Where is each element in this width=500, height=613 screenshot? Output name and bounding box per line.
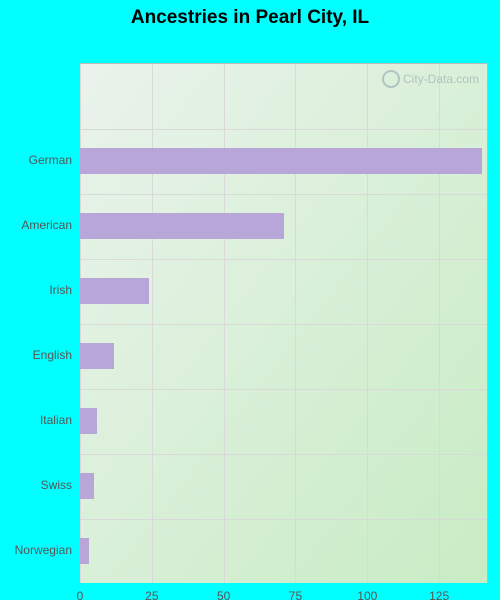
x-tick-label: 125 [429, 589, 449, 603]
x-tick-label: 75 [289, 589, 302, 603]
bar [80, 538, 89, 564]
y-tick-label: English [8, 348, 72, 362]
watermark: City-Data.com [382, 70, 479, 88]
x-tick-label: 0 [77, 589, 84, 603]
gridline-h [80, 259, 487, 260]
gridline-h [80, 129, 487, 130]
gridline-h [80, 194, 487, 195]
bar [80, 213, 284, 239]
y-tick-label: Irish [8, 283, 72, 297]
bar [80, 278, 149, 304]
chart-title: Ancestries in Pearl City, IL [8, 8, 492, 29]
x-tick-label: 50 [217, 589, 230, 603]
watermark-icon [382, 70, 400, 88]
watermark-text: City-Data.com [403, 72, 479, 86]
y-tick-label: German [8, 153, 72, 167]
x-tick-label: 25 [145, 589, 158, 603]
y-tick-label: American [8, 218, 72, 232]
y-tick-label: Swiss [8, 478, 72, 492]
bar [80, 408, 97, 434]
bar [80, 343, 114, 369]
gridline-h [80, 519, 487, 520]
bar [80, 473, 94, 499]
chart-container: Ancestries in Pearl City, IL City-Data.c… [0, 0, 500, 600]
y-tick-label: Italian [8, 413, 72, 427]
gridline-h [80, 454, 487, 455]
gridline-h [80, 389, 487, 390]
plot-area: City-Data.com [80, 63, 488, 583]
x-tick-label: 100 [357, 589, 377, 603]
bar [80, 148, 482, 174]
gridline-h [80, 324, 487, 325]
chart-wrap: City-Data.com 0 25 50 75 100 125 German America… [8, 29, 492, 613]
y-tick-label: Norwegian [8, 543, 72, 557]
